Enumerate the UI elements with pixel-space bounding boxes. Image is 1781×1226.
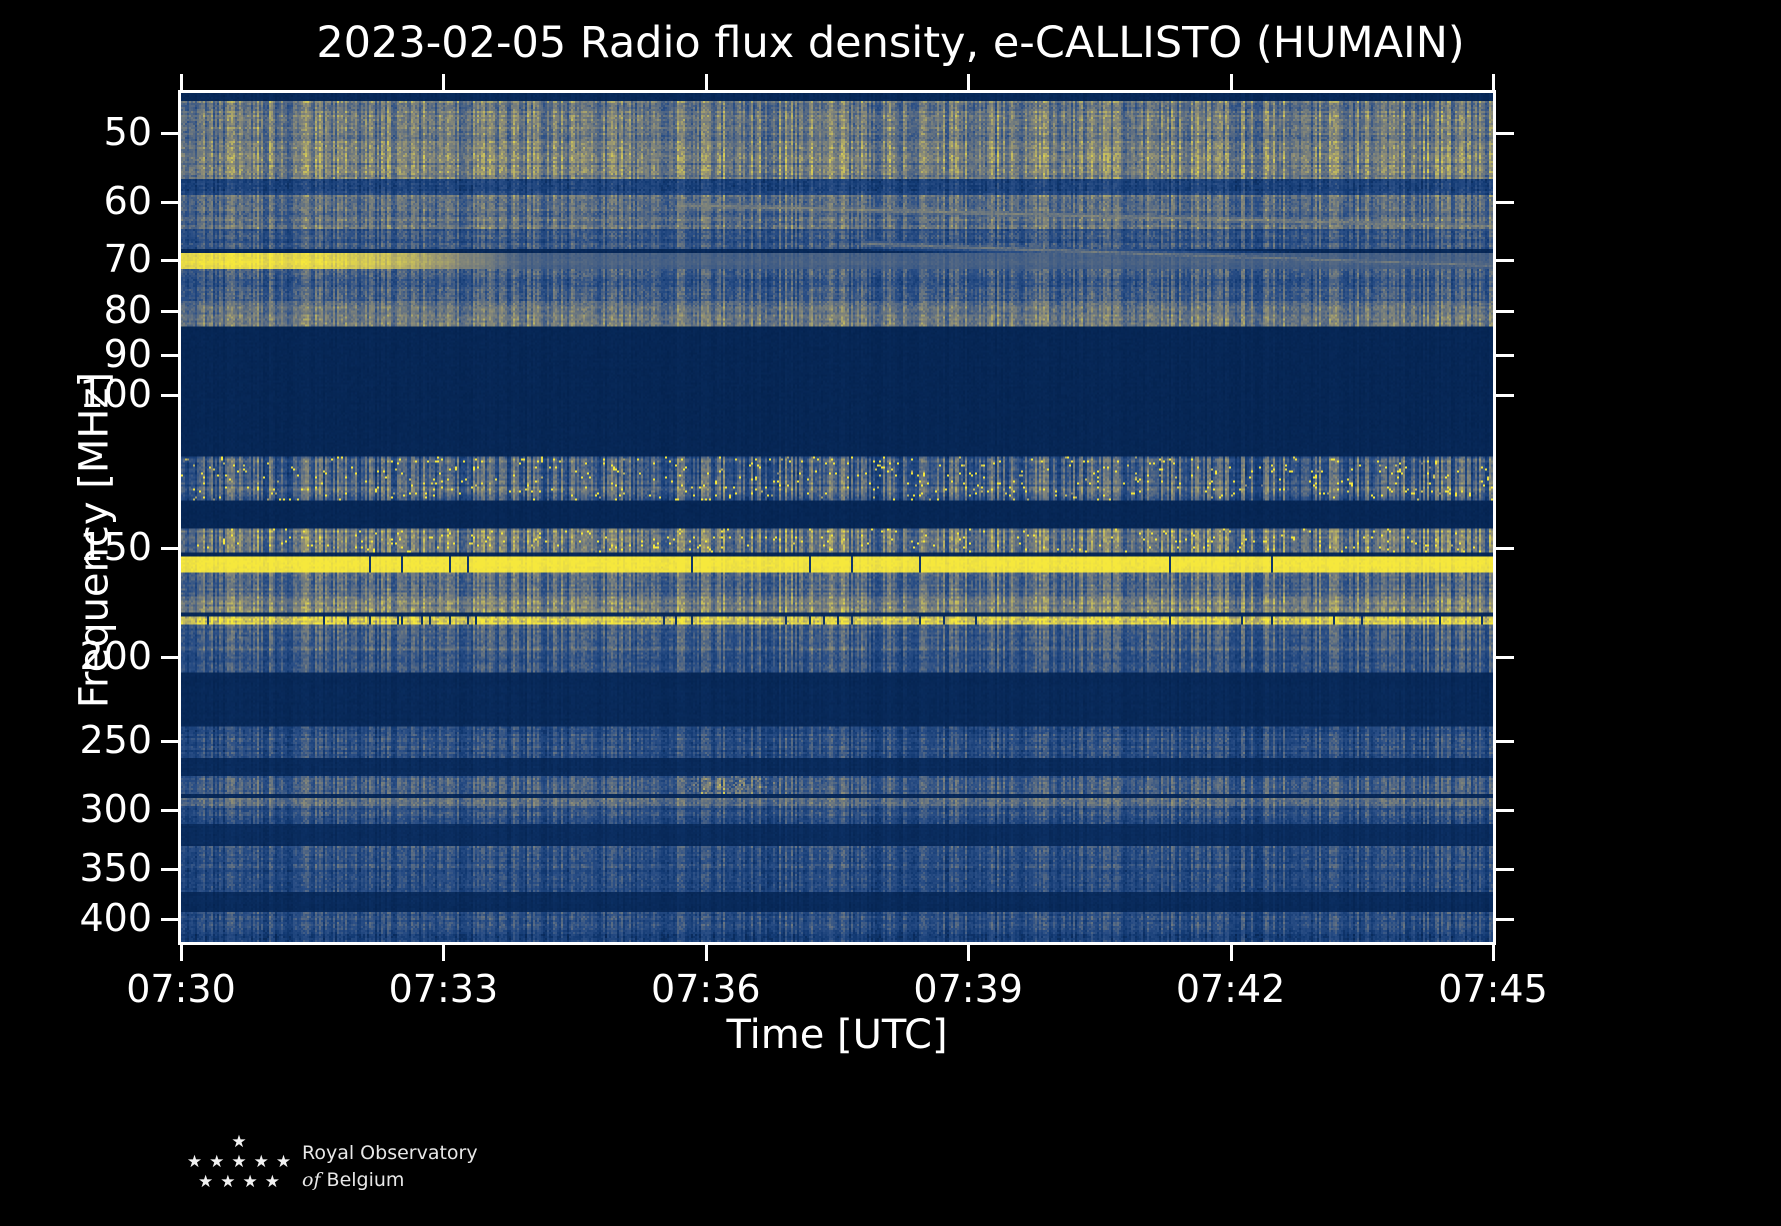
- star-row-1: ★ ★ ★ ★ ★: [180, 1152, 298, 1172]
- x-tick-label-07-42: 07:42: [1175, 967, 1286, 1011]
- y-tick-label-400: 400: [79, 896, 152, 941]
- axis-spine-left: [178, 93, 181, 945]
- logo-of-word: of: [302, 1169, 321, 1191]
- y-axis-label: Frequency [MHz]: [71, 371, 118, 709]
- x-tick-mark-top-07-33: [442, 74, 446, 90]
- axis-spine-right: [1493, 93, 1496, 945]
- y-tick-mark-right-90: [1496, 354, 1514, 358]
- logo-text: Royal Observatory of Belgium: [302, 1140, 592, 1194]
- spectrogram-image: [181, 93, 1493, 942]
- y-tick-mark-80: [161, 309, 179, 313]
- y-tick-label-250: 250: [79, 718, 152, 763]
- star-icon: ★: [209, 1152, 225, 1172]
- x-tick-label-07-36: 07:36: [651, 967, 761, 1011]
- x-tick-mark-top-07-45: [1492, 74, 1495, 90]
- x-tick-mark-top-07-42: [1229, 74, 1233, 90]
- royal-observatory-logo: ★ ★ ★ ★ ★ ★ ★ ★ ★ ★ Royal Observatory of Belgium: [180, 1132, 600, 1214]
- y-tick-label-350: 350: [79, 845, 152, 890]
- axis-spine-bottom: [178, 942, 1496, 945]
- x-tick-label-07-45: 07:45: [1438, 967, 1548, 1011]
- star-icon: ★: [231, 1152, 247, 1172]
- logo-country: Belgium: [326, 1169, 405, 1191]
- y-tick-mark-50: [161, 131, 179, 135]
- x-tick-mark-top-07-30: [180, 74, 183, 90]
- page-title: 2023-02-05 Radio flux density, e-CALLIST…: [316, 18, 1465, 68]
- x-tick-mark-top-07-39: [967, 74, 971, 90]
- y-tick-mark-right-80: [1496, 309, 1514, 313]
- x-axis-label: Time [UTC]: [726, 1012, 948, 1058]
- star-icon: ★: [242, 1172, 258, 1192]
- spectrogram-plot-area[interactable]: [181, 93, 1493, 942]
- x-tick-mark-07-30: [180, 945, 183, 961]
- star-icon: ★: [253, 1152, 269, 1172]
- y-tick-label-80: 80: [103, 287, 152, 332]
- y-tick-mark-350: [161, 867, 179, 871]
- x-tick-mark-07-39: [967, 945, 971, 961]
- x-tick-mark-07-42: [1229, 945, 1233, 961]
- star-icon: ★: [220, 1172, 236, 1192]
- eu-stars-icon: ★ ★ ★ ★ ★ ★ ★ ★ ★ ★: [180, 1132, 298, 1206]
- y-tick-mark-300: [161, 809, 179, 813]
- x-tick-label-07-33: 07:33: [388, 967, 499, 1011]
- y-tick-label-300: 300: [79, 787, 152, 832]
- star-icon: ★: [186, 1152, 203, 1172]
- y-tick-mark-right-150: [1496, 547, 1514, 551]
- y-tick-mark-right-400: [1496, 918, 1514, 922]
- y-tick-label-90: 90: [103, 332, 152, 377]
- y-tick-label-100: 100: [79, 371, 152, 416]
- y-tick-mark-right-250: [1496, 740, 1514, 744]
- y-tick-mark-250: [161, 740, 179, 744]
- x-tick-mark-07-36: [704, 945, 708, 961]
- star-row-0: ★: [180, 1132, 298, 1152]
- y-tick-mark-60: [161, 200, 179, 204]
- y-tick-mark-right-300: [1496, 809, 1514, 813]
- y-tick-mark-right-60: [1496, 200, 1514, 204]
- x-tick-mark-07-33: [442, 945, 446, 961]
- star-icon: ★: [275, 1152, 292, 1172]
- star-icon: ★: [264, 1172, 280, 1192]
- y-tick-label-60: 60: [103, 178, 152, 223]
- logo-line-1: Royal Observatory: [302, 1142, 478, 1164]
- y-tick-label-70: 70: [103, 237, 152, 282]
- x-tick-mark-07-45: [1492, 945, 1495, 961]
- x-tick-label-07-39: 07:39: [913, 967, 1023, 1011]
- y-tick-mark-150: [161, 547, 179, 551]
- x-tick-label-07-30: 07:30: [126, 967, 236, 1011]
- y-tick-mark-100: [161, 393, 179, 397]
- y-tick-mark-70: [161, 259, 179, 263]
- y-tick-mark-right-50: [1496, 131, 1514, 135]
- y-tick-mark-200: [161, 655, 179, 659]
- y-tick-mark-right-200: [1496, 655, 1514, 659]
- y-tick-label-200: 200: [79, 633, 152, 678]
- x-tick-mark-top-07-36: [704, 74, 708, 90]
- y-tick-mark-400: [161, 918, 179, 922]
- y-tick-label-50: 50: [103, 109, 152, 154]
- y-tick-mark-right-350: [1496, 867, 1514, 871]
- logo-line-2: of Belgium: [302, 1167, 592, 1194]
- y-tick-mark-right-70: [1496, 259, 1514, 263]
- y-tick-mark-90: [161, 354, 179, 358]
- y-tick-label-150: 150: [79, 525, 152, 570]
- star-icon: ★: [198, 1172, 214, 1192]
- y-tick-mark-right-100: [1496, 393, 1514, 397]
- axis-spine-top: [178, 90, 1496, 93]
- star-icon: ★: [231, 1132, 247, 1152]
- star-row-2: ★ ★ ★ ★: [180, 1172, 298, 1192]
